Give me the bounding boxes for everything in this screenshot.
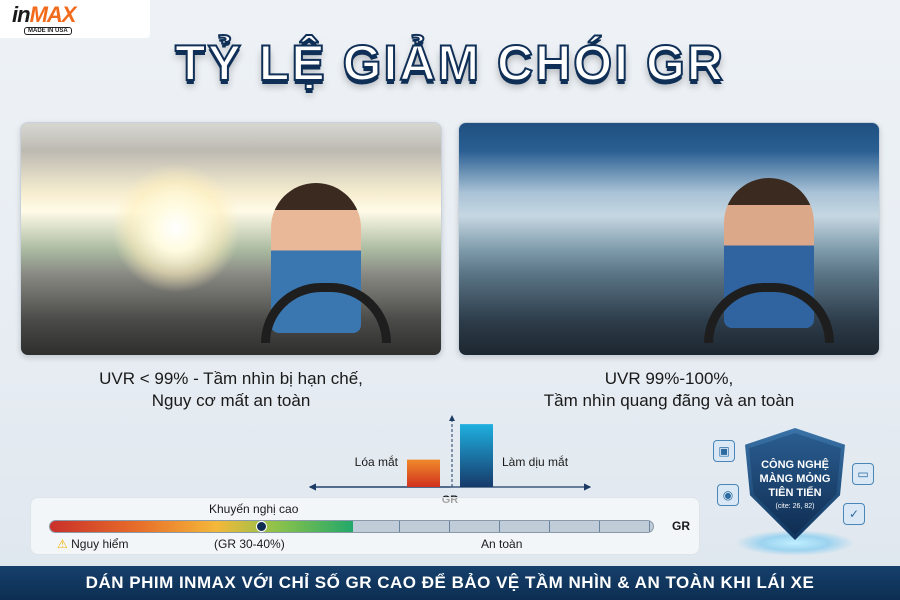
gr-scale-fill bbox=[50, 521, 353, 532]
logo-in: in bbox=[12, 2, 31, 27]
danger-label: Nguy hiểm bbox=[71, 537, 129, 551]
inmax-logo: inMAX MADE IN USA bbox=[0, 0, 150, 38]
bar-label-0: Lóa mắt bbox=[355, 454, 399, 469]
danger-label-group: ⚠ Nguy hiểm bbox=[57, 537, 128, 551]
glare-car-image bbox=[20, 122, 442, 356]
warning-icon: ⚠ bbox=[57, 537, 68, 551]
gr-marker[interactable] bbox=[255, 521, 267, 532]
page-title: TỶ LỆ GIẢM CHÓI GR bbox=[174, 34, 725, 92]
footer-banner: DÁN PHIM INMAX VỚI CHỈ SỐ GR CAO ĐỂ BẢO … bbox=[0, 566, 900, 600]
gr-gauge-panel: Khuyến nghị cao GR ⚠ Nguy hiểm (GR 30-40… bbox=[30, 497, 700, 555]
badge-line1: CÔNG NGHỆ bbox=[761, 459, 829, 471]
right-caption: UVR 99%-100%, Tầm nhìn quang đãng và an … bbox=[458, 368, 880, 412]
safe-label: An toàn bbox=[481, 537, 523, 551]
sun-glare bbox=[111, 163, 241, 293]
bar-label-1: Làm dịu mắt bbox=[502, 454, 569, 469]
clear-view-car-image bbox=[458, 122, 880, 356]
logo-tagline: MADE IN USA bbox=[24, 27, 72, 35]
bar-1 bbox=[460, 424, 493, 487]
shield-check-icon: ✓ bbox=[843, 503, 865, 525]
gauge-axis-label: GR bbox=[672, 519, 690, 533]
logo-max: MAX bbox=[29, 2, 77, 27]
monitor-icon: ▭ bbox=[852, 463, 874, 485]
gr-bar-chart: Lóa mắt Làm dịu mắt GR bbox=[308, 415, 592, 506]
left-caption: UVR < 99% - Tầm nhìn bị hạn chế, Nguy cơ… bbox=[20, 368, 442, 412]
badge-line2: MÀNG MỎNG bbox=[759, 473, 831, 485]
left-caption-line1: UVR < 99% - Tầm nhìn bị hạn chế, bbox=[99, 369, 363, 388]
left-caption-line2: Nguy cơ mất an toàn bbox=[151, 391, 311, 410]
badge-line3: TIÊN TIẾN bbox=[768, 487, 822, 499]
right-caption-line2: Tầm nhìn quang đãng và an toàn bbox=[543, 391, 795, 410]
range-label: (GR 30-40%) bbox=[214, 537, 285, 551]
badge-text: CÔNG NGHỆ MÀNG MỎNG TIÊN TIẾN (cite: 26,… bbox=[740, 458, 850, 514]
right-caption-line1: UVR 99%-100%, bbox=[604, 369, 734, 388]
gr-scale-bar bbox=[49, 520, 654, 533]
chip-icon: ▣ bbox=[713, 440, 735, 462]
recommended-label: Khuyến nghị cao bbox=[209, 502, 299, 516]
badge-note: (cite: 26, 82) bbox=[775, 503, 815, 510]
bar-0 bbox=[407, 459, 440, 487]
eye-icon: ◉ bbox=[717, 484, 739, 506]
